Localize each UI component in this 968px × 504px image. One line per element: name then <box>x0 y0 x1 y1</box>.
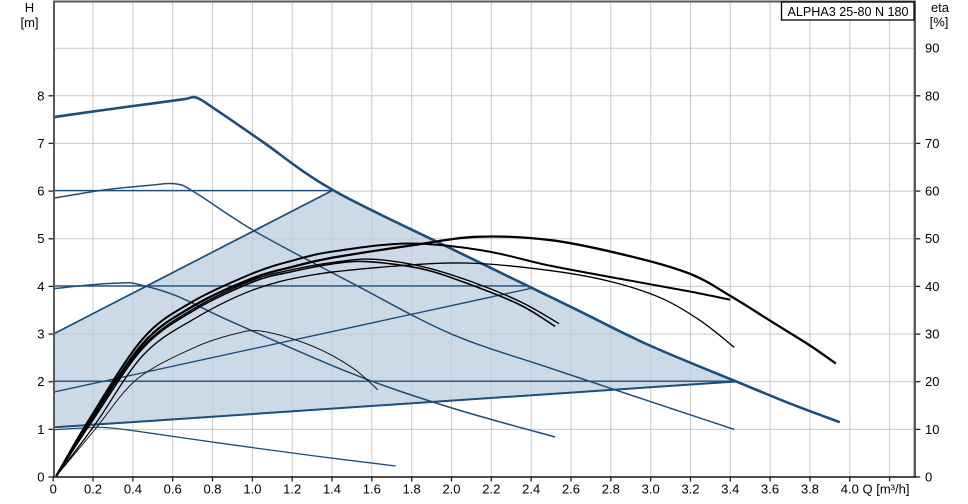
svg-text:3.2: 3.2 <box>681 482 699 497</box>
svg-text:3: 3 <box>37 327 44 342</box>
svg-text:7: 7 <box>37 136 44 151</box>
svg-text:[%]: [%] <box>930 15 949 30</box>
svg-text:1.8: 1.8 <box>403 482 421 497</box>
svg-text:0.8: 0.8 <box>203 482 221 497</box>
svg-text:2.2: 2.2 <box>482 482 500 497</box>
svg-text:90: 90 <box>925 41 939 56</box>
svg-text:8: 8 <box>37 88 44 103</box>
svg-text:60: 60 <box>925 184 939 199</box>
svg-text:1.2: 1.2 <box>283 482 301 497</box>
svg-text:H: H <box>25 0 34 15</box>
svg-text:4: 4 <box>37 279 44 294</box>
svg-text:2.0: 2.0 <box>442 482 460 497</box>
svg-text:4.0: 4.0 <box>841 482 859 497</box>
svg-text:10: 10 <box>925 422 939 437</box>
svg-text:20: 20 <box>925 374 939 389</box>
svg-text:0.6: 0.6 <box>164 482 182 497</box>
svg-text:3.6: 3.6 <box>761 482 779 497</box>
svg-text:50: 50 <box>925 231 939 246</box>
svg-text:1.6: 1.6 <box>363 482 381 497</box>
svg-text:80: 80 <box>925 88 939 103</box>
svg-text:1.4: 1.4 <box>323 482 341 497</box>
svg-text:70: 70 <box>925 136 939 151</box>
svg-text:Q [m³/h]: Q [m³/h] <box>863 482 910 497</box>
svg-text:0.2: 0.2 <box>84 482 102 497</box>
svg-text:30: 30 <box>925 327 939 342</box>
svg-text:0: 0 <box>37 470 44 485</box>
svg-text:6: 6 <box>37 184 44 199</box>
svg-text:[m]: [m] <box>20 15 38 30</box>
svg-text:ALPHA3 25-80 N 180: ALPHA3 25-80 N 180 <box>787 5 908 19</box>
svg-text:eta: eta <box>931 0 950 15</box>
svg-text:0: 0 <box>925 470 932 485</box>
svg-text:5: 5 <box>37 231 44 246</box>
svg-text:2.8: 2.8 <box>602 482 620 497</box>
svg-text:0.4: 0.4 <box>124 482 142 497</box>
svg-text:2: 2 <box>37 374 44 389</box>
svg-text:0: 0 <box>50 482 57 497</box>
svg-text:1.0: 1.0 <box>243 482 261 497</box>
svg-text:1: 1 <box>37 422 44 437</box>
svg-text:2.4: 2.4 <box>522 482 540 497</box>
svg-text:3.0: 3.0 <box>642 482 660 497</box>
svg-text:2.6: 2.6 <box>562 482 580 497</box>
svg-text:3.4: 3.4 <box>721 482 739 497</box>
svg-text:40: 40 <box>925 279 939 294</box>
svg-text:3.8: 3.8 <box>801 482 819 497</box>
